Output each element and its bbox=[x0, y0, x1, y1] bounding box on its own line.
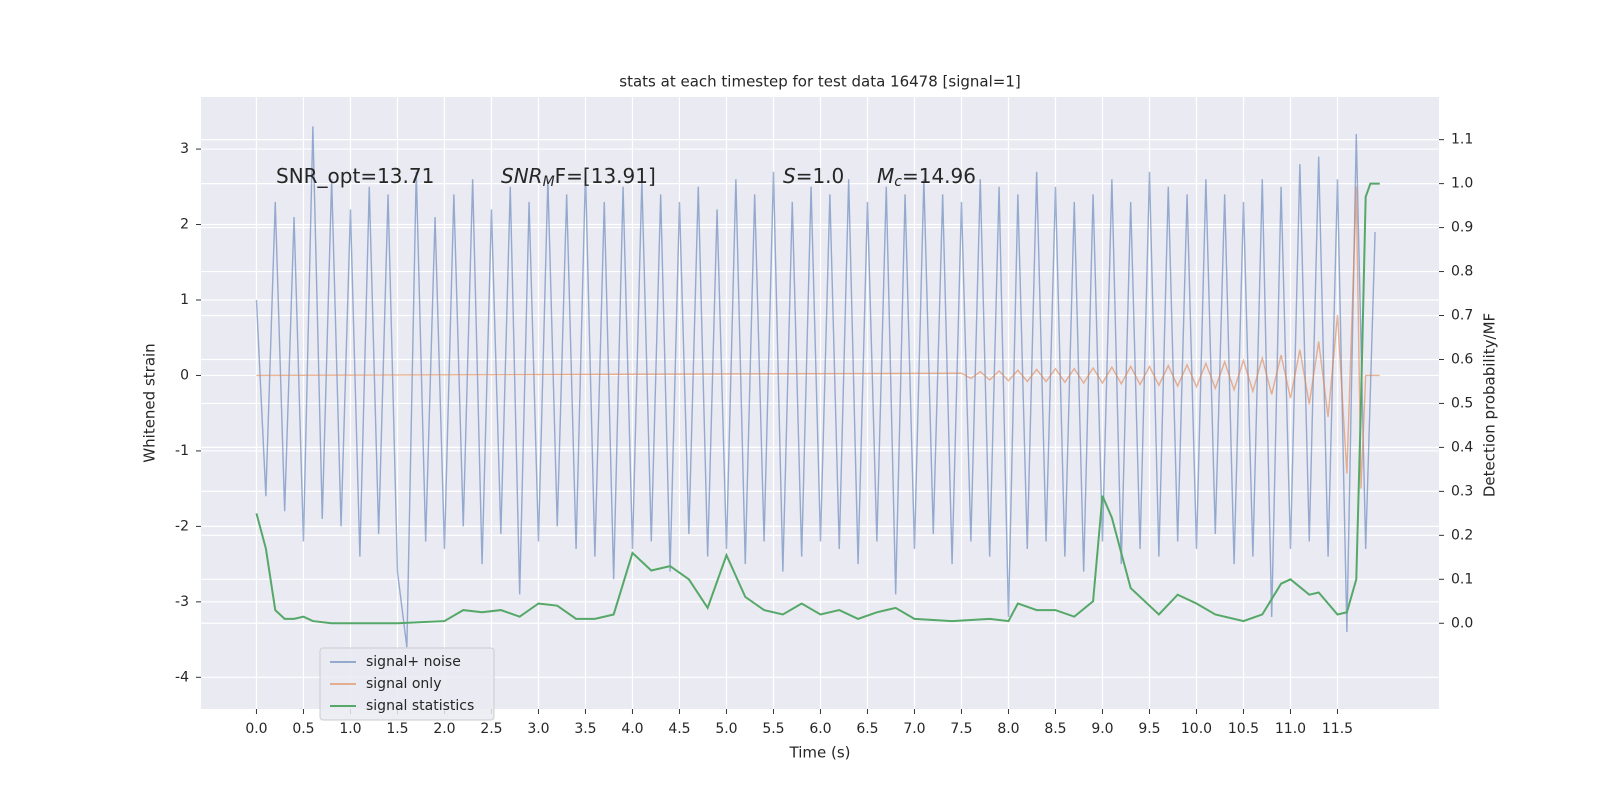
y2-tick-label: 0.6 bbox=[1451, 351, 1473, 367]
x-tick-label: 9.5 bbox=[1138, 721, 1160, 737]
y2-axis-label: Detection probability/MF bbox=[1481, 313, 1499, 497]
annotation: SNRMF=[13.91] bbox=[501, 164, 656, 191]
y-tick-label: 3 bbox=[180, 141, 189, 157]
series-line bbox=[256, 186, 1380, 489]
x-tick-label: 1.0 bbox=[339, 721, 361, 737]
x-tick-label: 2.5 bbox=[480, 721, 502, 737]
y2-tick-label: 0.4 bbox=[1451, 439, 1473, 455]
x-tick-label: 0.5 bbox=[292, 721, 314, 737]
x-tick-label: 10.5 bbox=[1228, 721, 1259, 737]
series-line bbox=[255, 182, 1380, 625]
annotation: Mc=14.96 bbox=[877, 164, 976, 191]
y2-tick-label: 1.1 bbox=[1451, 132, 1473, 148]
legend-label: signal only bbox=[366, 676, 441, 692]
y-tick-label: 2 bbox=[180, 217, 189, 233]
x-tick-label: 7.0 bbox=[903, 721, 925, 737]
series-line bbox=[255, 126, 1376, 648]
x-tick-label: 4.5 bbox=[668, 721, 690, 737]
x-tick-label: 0.0 bbox=[245, 721, 267, 737]
y-tick-label: -2 bbox=[175, 518, 189, 534]
annotation-part: F=[13.91] bbox=[555, 164, 656, 188]
annotation-part: SNR bbox=[501, 164, 543, 188]
x-tick-label: 11.5 bbox=[1322, 721, 1353, 737]
y2-tick-label: 0.3 bbox=[1451, 483, 1473, 499]
x-tick-label: 4.0 bbox=[621, 721, 643, 737]
y2-tick-label: 1.0 bbox=[1451, 176, 1473, 192]
x-tick-label: 3.5 bbox=[574, 721, 596, 737]
y-tick-label: -3 bbox=[175, 594, 189, 610]
annotation: SNR_opt=13.71 bbox=[276, 164, 434, 188]
annotation-part: M bbox=[877, 164, 894, 188]
x-tick-label: 8.5 bbox=[1044, 721, 1066, 737]
y2-tick-label: 0.9 bbox=[1451, 220, 1473, 236]
x-tick-label: 11.0 bbox=[1275, 721, 1306, 737]
legend-label: signal statistics bbox=[366, 698, 474, 714]
x-tick-label: 8.0 bbox=[997, 721, 1019, 737]
y-tick-label: -4 bbox=[175, 669, 189, 685]
y2-tick-label: 0.5 bbox=[1451, 395, 1473, 411]
x-tick-label: 1.5 bbox=[386, 721, 408, 737]
annotation: S=1.0 bbox=[783, 164, 844, 188]
x-tick-label: 2.0 bbox=[433, 721, 455, 737]
x-tick-label: 7.5 bbox=[950, 721, 972, 737]
annotation-part: S bbox=[783, 164, 796, 188]
x-tick-label: 5.5 bbox=[762, 721, 784, 737]
x-tick-label: 10.0 bbox=[1181, 721, 1212, 737]
y2-tick-label: 0.7 bbox=[1451, 308, 1473, 324]
y-tick-label: -1 bbox=[175, 443, 189, 459]
x-tick-label: 9.0 bbox=[1091, 721, 1113, 737]
y2-tick-label: 0.0 bbox=[1451, 615, 1473, 631]
y-tick-label: 0 bbox=[180, 367, 189, 383]
x-tick-label: 6.5 bbox=[856, 721, 878, 737]
y2-tick-label: 0.2 bbox=[1451, 527, 1473, 543]
annotation-subscript: c bbox=[894, 174, 902, 190]
y-axis-label: Whitened strain bbox=[141, 343, 159, 462]
x-tick-label: 3.0 bbox=[527, 721, 549, 737]
legend-box bbox=[319, 647, 495, 721]
annotation-part: SNR_opt=13.71 bbox=[276, 164, 434, 188]
annotation-part: =14.96 bbox=[902, 164, 976, 188]
x-tick-label: 6.0 bbox=[809, 721, 831, 737]
legend-label: signal+ noise bbox=[366, 654, 461, 670]
x-tick-label: 5.0 bbox=[715, 721, 737, 737]
y2-tick-label: 0.1 bbox=[1451, 571, 1473, 587]
chart-title: stats at each timestep for test data 164… bbox=[619, 73, 1020, 91]
y-tick-label: 1 bbox=[180, 292, 189, 308]
annotation-part: =1.0 bbox=[796, 164, 845, 188]
x-axis-label: Time (s) bbox=[789, 744, 851, 762]
y2-tick-label: 0.8 bbox=[1451, 264, 1473, 280]
annotation-subscript: M bbox=[543, 174, 555, 190]
